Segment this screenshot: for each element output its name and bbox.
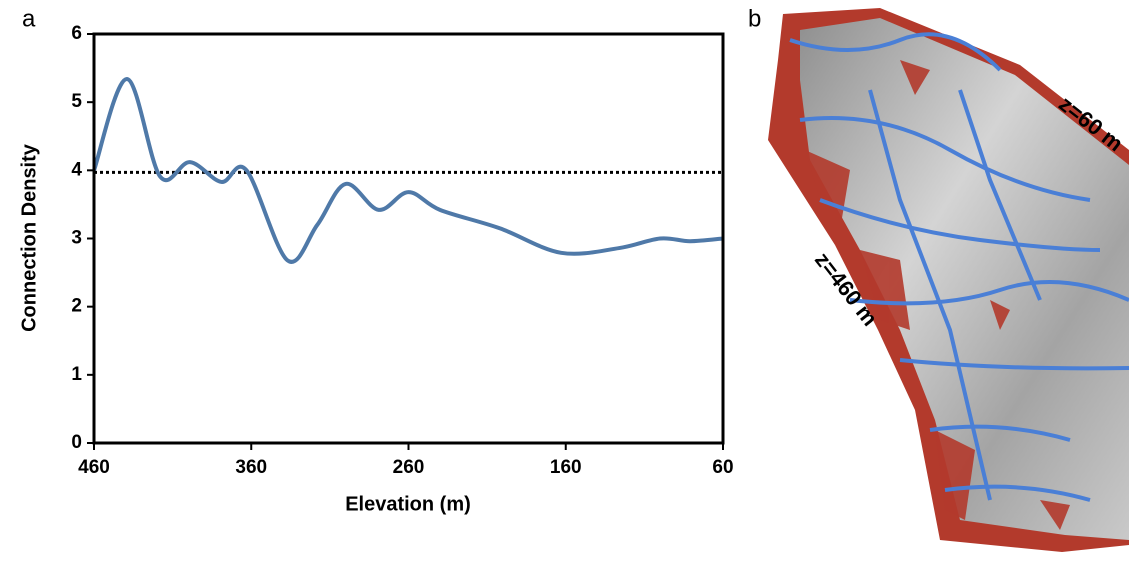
panel-label: a [22, 5, 36, 32]
x-tick-label: 260 [393, 457, 425, 478]
x-axis-title: Elevation (m) [345, 493, 471, 515]
y-axis-title: Connection Density [18, 143, 40, 332]
y-tick-label: 5 [71, 91, 82, 112]
y-tick-label: 3 [71, 228, 82, 249]
terrain [800, 18, 1129, 540]
y-tick-label: 2 [71, 296, 82, 317]
x-tick-label: 360 [235, 457, 267, 478]
streams [789, 32, 1129, 502]
panel-label: b [748, 5, 761, 32]
map: b z=60 m z=460 m [748, 5, 1129, 552]
red-patches [805, 60, 1070, 530]
y-tick-label: 1 [71, 364, 82, 385]
y-tick-label: 0 [71, 432, 82, 453]
x-tick-label: 60 [712, 457, 733, 478]
plot-frame [92, 32, 725, 445]
x-tick-label: 460 [78, 457, 110, 478]
x-tick-label: 160 [550, 457, 582, 478]
y-tick-label: 6 [71, 23, 82, 44]
data-line [92, 76, 724, 264]
y-tick-label: 4 [71, 159, 82, 180]
